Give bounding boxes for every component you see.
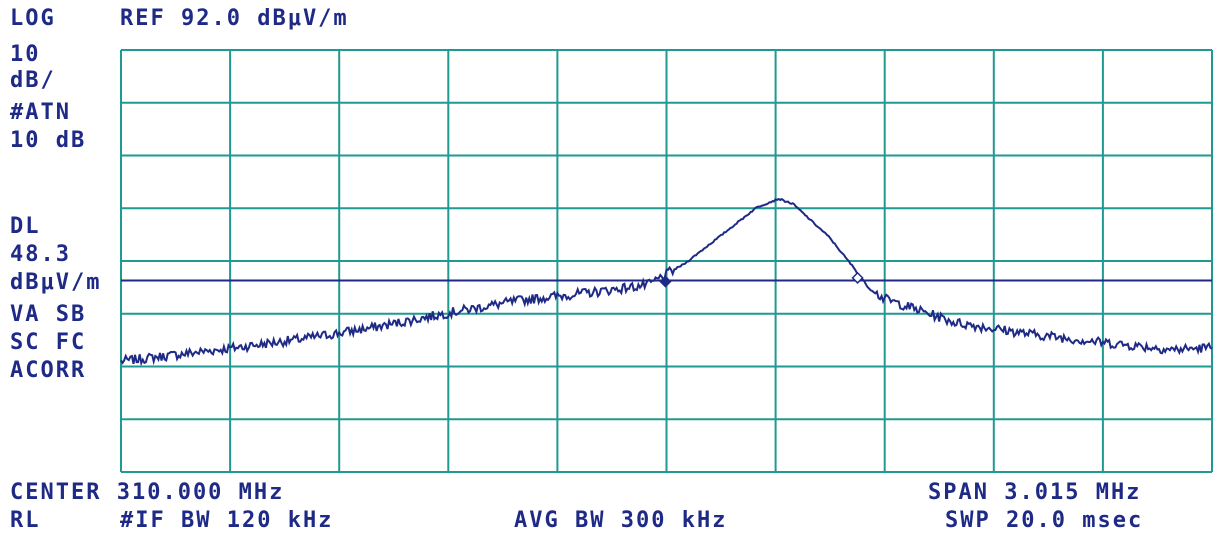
sweep-time-label: SWP 20.0 msec: [945, 508, 1144, 533]
attenuation-label: #ATN: [10, 100, 71, 125]
display-line-label: DL: [10, 214, 41, 239]
flag-va-sb: VA SB: [10, 302, 87, 327]
scale-div-unit: dB/: [10, 68, 56, 93]
center-frequency-label: CENTER 310.000 MHz: [10, 480, 285, 505]
flag-acorr: ACORR: [10, 358, 87, 383]
scale-mode-label: LOG: [10, 6, 56, 31]
reference-level-label: REF 92.0 dBμV/m: [120, 6, 349, 31]
flag-sc-fc: SC FC: [10, 330, 87, 355]
marker-filled: [659, 275, 672, 288]
display-line-value: 48.3: [10, 242, 71, 267]
marker-open: [851, 271, 864, 284]
average-bandwidth-label: AVG BW 300 kHz: [514, 508, 728, 533]
spectrum-trace: [120, 197, 1213, 367]
if-bandwidth-label: #IF BW 120 kHz: [120, 508, 334, 533]
span-label: SPAN 3.015 MHz: [928, 480, 1142, 505]
scale-div-value: 10: [10, 42, 41, 67]
reference-line-label: RL: [10, 508, 41, 533]
display-line-unit: dBμV/m: [10, 270, 102, 295]
attenuation-value: 10 dB: [10, 128, 87, 153]
